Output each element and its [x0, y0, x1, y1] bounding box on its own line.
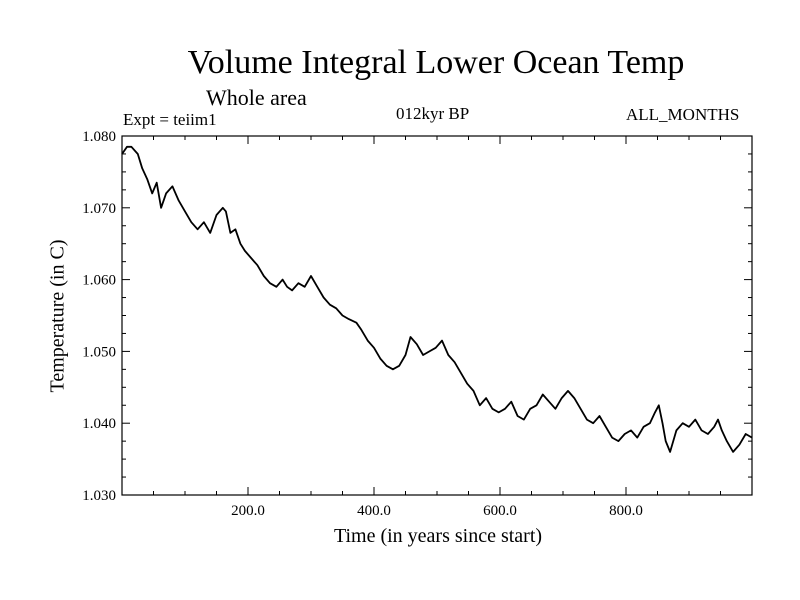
- plot-frame: [121, 135, 753, 496]
- chart-subtitle: Whole area: [206, 85, 307, 110]
- experiment-label: Expt = teiim1: [123, 110, 217, 129]
- y-tick-label: 1.040: [82, 416, 116, 432]
- y-tick-label: 1.030: [82, 488, 116, 504]
- x-axis-label: Time (in years since start): [333, 525, 543, 547]
- y-tick-label: 1.060: [82, 273, 116, 289]
- x-tick-label: 200.0: [231, 503, 265, 519]
- chart-title: Volume Integral Lower Ocean Temp: [187, 44, 685, 81]
- y-tick-label: 1.050: [82, 344, 116, 360]
- axis-tick-labels: 200.0 400.0 600.0 800.0 1.030 1.040 1.050 1.060…: [82, 129, 643, 519]
- x-tick-label: 400.0: [357, 503, 391, 519]
- axis-ticks: [122, 135, 752, 496]
- y-tick-label: 1.070: [82, 201, 116, 217]
- x-tick-label: 600.0: [483, 503, 517, 519]
- period-label: 012kyr BP: [396, 104, 470, 123]
- data-lines: [121, 145, 753, 453]
- y-tick-label: 1.080: [82, 129, 116, 145]
- x-tick-label: 800.0: [609, 503, 643, 519]
- months-label: ALL_MONTHS: [626, 105, 740, 124]
- temperature-series-line: [121, 145, 753, 453]
